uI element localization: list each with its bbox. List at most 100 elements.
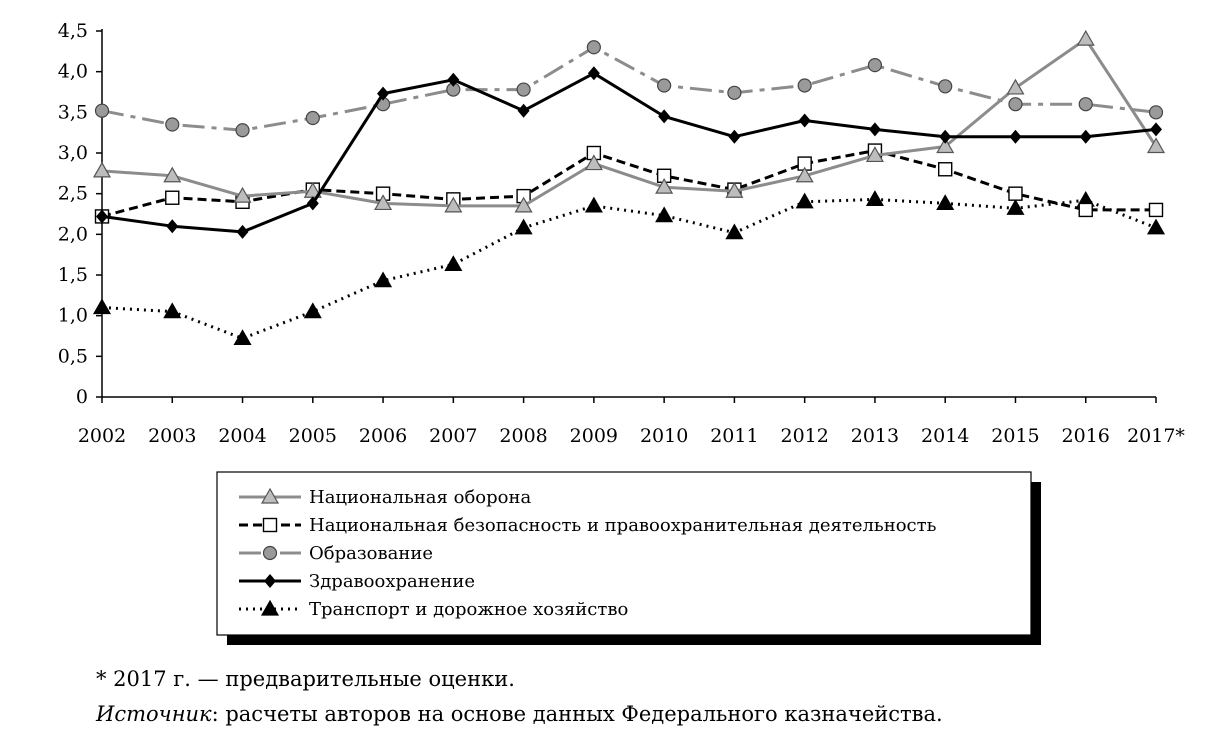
data-point xyxy=(584,154,603,171)
data-point xyxy=(725,223,744,240)
x-tick-label: 2005 xyxy=(289,425,337,447)
series-line xyxy=(101,149,1156,218)
data-point xyxy=(936,194,955,211)
x-tick-label: 2012 xyxy=(780,425,828,447)
data-point xyxy=(514,218,533,235)
x-tick-label: 2007 xyxy=(429,425,477,447)
y-tick-label: 1,0 xyxy=(58,305,88,327)
data-point xyxy=(94,103,110,118)
series-5 xyxy=(92,190,1166,346)
x-tick-label: 2002 xyxy=(78,425,126,447)
x-tick-label: 2006 xyxy=(359,425,407,447)
data-point xyxy=(92,298,112,315)
source-label: Источник xyxy=(96,702,212,726)
series-line xyxy=(101,197,1157,340)
data-point xyxy=(1079,129,1092,144)
data-point xyxy=(374,194,393,211)
data-point xyxy=(166,219,179,234)
legend-marker xyxy=(262,545,278,561)
data-point xyxy=(516,82,531,97)
data-point xyxy=(1008,186,1023,201)
legend-marker xyxy=(262,517,278,533)
data-point xyxy=(1148,202,1164,218)
y-tick-label: 3,5 xyxy=(58,101,88,123)
data-point xyxy=(517,103,530,118)
data-point xyxy=(587,66,600,81)
data-point xyxy=(236,224,249,239)
data-point xyxy=(233,186,252,203)
data-point xyxy=(514,196,533,213)
legend-box xyxy=(216,471,1032,636)
data-point xyxy=(1146,137,1166,154)
data-point xyxy=(305,110,320,126)
y-tick-label: 2,5 xyxy=(58,183,88,205)
chart: 0 0,5 1,0 1,5 2,0 2,5 3,0 3,5 4,0 4,5 2002 2003 2004… xyxy=(58,20,1185,645)
legend-item: Национальная безопасность и правоохранит… xyxy=(239,515,937,536)
x-tick-label: 2014 xyxy=(921,425,969,447)
data-point xyxy=(165,190,180,205)
series-line xyxy=(101,45,1157,132)
data-point xyxy=(584,196,603,213)
data-point xyxy=(306,196,319,211)
data-point xyxy=(867,58,883,73)
legend-item: Национальная оборона xyxy=(239,487,531,508)
x-tick-label: 2009 xyxy=(570,425,618,447)
x-tick-label: 2003 xyxy=(148,425,196,447)
data-point xyxy=(377,86,390,101)
data-point xyxy=(728,129,741,144)
data-point xyxy=(798,113,811,128)
series-2 xyxy=(94,143,1164,224)
legend-label: Образование xyxy=(309,543,433,564)
data-point xyxy=(1006,78,1025,95)
data-point xyxy=(303,302,322,319)
data-point xyxy=(92,161,112,178)
data-point xyxy=(655,177,674,194)
data-point xyxy=(444,255,463,272)
data-point xyxy=(1076,29,1095,46)
series-line xyxy=(101,71,1157,234)
x-tick-label: 2008 xyxy=(499,425,547,447)
chart-series xyxy=(92,29,1166,346)
data-point xyxy=(444,196,463,213)
data-point xyxy=(163,302,182,319)
data-point xyxy=(1078,97,1093,112)
source-text: : расчеты авторов на основе данных Федер… xyxy=(211,702,943,726)
data-point xyxy=(938,162,953,177)
legend-item: Здравоохранение xyxy=(239,571,475,592)
data-point xyxy=(1148,105,1164,120)
data-point xyxy=(1009,129,1022,144)
data-point xyxy=(868,122,881,137)
data-point xyxy=(1146,218,1166,235)
y-tick-label: 0 xyxy=(76,386,88,408)
data-point xyxy=(235,123,250,138)
data-point xyxy=(163,166,182,183)
data-point xyxy=(938,79,953,94)
data-point xyxy=(795,192,814,209)
data-point xyxy=(1150,122,1162,137)
data-point xyxy=(96,209,108,224)
data-point xyxy=(797,78,812,93)
data-point xyxy=(865,146,884,163)
series-line xyxy=(101,37,1158,208)
y-tick-label: 2,0 xyxy=(58,223,88,245)
x-tick-label: 2015 xyxy=(991,425,1039,447)
data-point xyxy=(658,109,671,124)
series-4 xyxy=(96,66,1162,239)
y-tick-label: 0,5 xyxy=(58,345,88,367)
legend-item: Образование xyxy=(239,543,433,564)
legend-label: Транспорт и дорожное хозяйство xyxy=(309,599,628,620)
data-point xyxy=(939,129,952,144)
data-point xyxy=(936,137,955,154)
series-3 xyxy=(94,40,1164,138)
source-note: Источник: расчеты авторов на основе данн… xyxy=(96,702,943,726)
data-point xyxy=(727,85,742,100)
x-tick-label: 2004 xyxy=(218,425,266,447)
data-point xyxy=(165,117,180,132)
data-point xyxy=(865,190,884,206)
series-1 xyxy=(92,29,1166,213)
legend-marker xyxy=(260,599,280,616)
legend-label: Национальная безопасность и правоохранит… xyxy=(309,515,937,536)
y-tick-label: 3,0 xyxy=(58,142,88,164)
legend-item: Транспорт и дорожное хозяйство xyxy=(239,599,628,620)
data-point xyxy=(233,329,252,346)
